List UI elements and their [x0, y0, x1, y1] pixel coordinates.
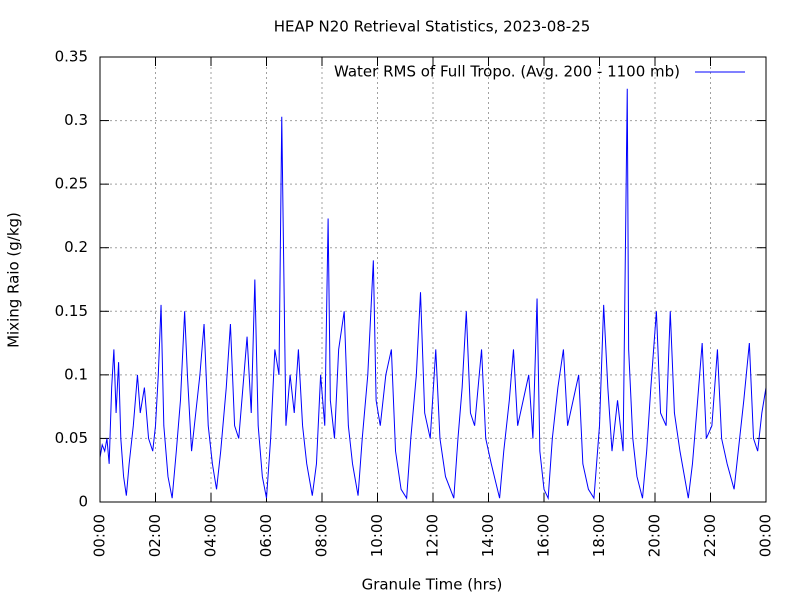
x-tick-label: 04:00 — [202, 514, 220, 557]
y-axis-label: Mixing Raio (g/kg) — [5, 212, 23, 348]
y-tick-label: 0.15 — [55, 302, 88, 320]
data-line — [99, 88, 767, 501]
x-tick-label: 08:00 — [313, 514, 331, 557]
y-tick-label: 0.2 — [64, 238, 88, 256]
x-tick-label: 14:00 — [479, 514, 497, 557]
plot-border — [99, 56, 767, 503]
x-axis-label: Granule Time (hrs) — [362, 576, 503, 594]
y-tick-label: 0 — [78, 493, 88, 511]
x-tick-label: 00:00 — [757, 514, 775, 557]
y-tick-label: 0.1 — [64, 365, 88, 383]
x-tick-label: 00:00 — [91, 514, 109, 557]
y-tick-label: 0.25 — [55, 175, 88, 193]
x-tick-label: 12:00 — [424, 514, 442, 557]
legend-label: Water RMS of Full Tropo. (Avg. 200 - 110… — [334, 63, 680, 81]
x-tick-label: 16:00 — [535, 514, 553, 557]
y-tick-label: 0.05 — [55, 429, 88, 447]
x-tick-label: 06:00 — [257, 514, 275, 557]
x-tick-label: 18:00 — [590, 514, 608, 557]
chart-title: HEAP N20 Retrieval Statistics, 2023-08-2… — [274, 18, 591, 36]
x-tick-label: 22:00 — [701, 514, 719, 557]
y-tick-label: 0.35 — [55, 48, 88, 66]
x-tick-label: 02:00 — [146, 514, 164, 557]
x-tick-label: 20:00 — [646, 514, 664, 557]
x-tick-label: 10:00 — [368, 514, 386, 557]
y-tick-label: 0.3 — [64, 111, 88, 129]
